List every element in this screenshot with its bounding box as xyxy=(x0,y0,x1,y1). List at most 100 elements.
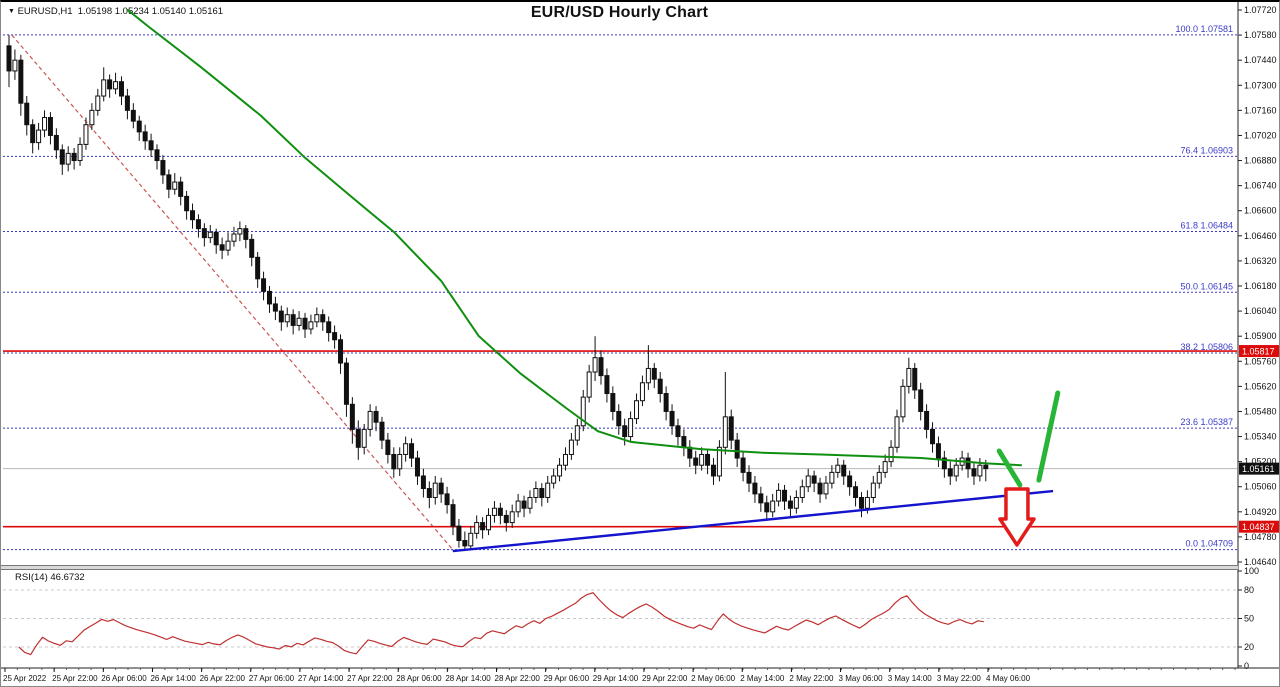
bull-candle-body xyxy=(568,439,574,455)
bear-candle-body xyxy=(497,507,503,516)
bull-candle-body xyxy=(716,446,722,477)
bear-candle-body xyxy=(255,256,261,280)
price-axis-label: 1.07160 xyxy=(1244,105,1277,115)
price-axis-label: 1.06740 xyxy=(1244,181,1277,191)
bear-candle-body xyxy=(941,457,947,470)
bear-candle-body xyxy=(47,117,53,136)
candlestick-series xyxy=(6,34,989,550)
bear-candle-body xyxy=(213,231,219,246)
bear-candle-body xyxy=(669,410,675,427)
time-axis-label: 28 Apr 22:00 xyxy=(495,674,541,683)
bear-candle-body xyxy=(918,389,924,412)
symbol-dropdown-icon[interactable]: ▼ xyxy=(8,8,15,15)
support-trendline xyxy=(452,489,1054,553)
support-price-badge-bg xyxy=(1239,520,1279,533)
bear-candle-body xyxy=(338,339,344,364)
bull-candle-body xyxy=(900,385,906,418)
rsi-panel: 100 80 50 20 0 xyxy=(1,566,1279,671)
bull-candle-body xyxy=(101,79,107,97)
bear-candle-body xyxy=(539,488,545,498)
bull-candle-body xyxy=(296,317,302,326)
current-price-badge-bg xyxy=(1239,462,1279,475)
time-axis-label: 26 Apr 06:00 xyxy=(101,674,147,683)
bear-candle-body xyxy=(740,457,746,473)
bull-candle-body xyxy=(403,443,409,455)
bear-candle-body xyxy=(166,174,172,190)
time-axis-label: 26 Apr 14:00 xyxy=(150,674,196,683)
current-price-badge: 1.05161 xyxy=(1239,462,1279,475)
time-axis-label: 2 May 06:00 xyxy=(691,674,736,683)
bull-candle-body xyxy=(562,453,568,466)
bear-candle-body xyxy=(184,195,190,212)
bull-candle-body xyxy=(829,471,835,484)
bear-candle-body xyxy=(391,453,397,470)
bear-candle-body xyxy=(243,228,249,240)
bull-candle-body xyxy=(474,522,480,534)
bear-candle-body xyxy=(752,482,758,495)
bull-candle-body xyxy=(870,482,876,498)
symbol-label: EURUSD,H1 xyxy=(17,6,73,17)
time-axis-label: 26 Apr 22:00 xyxy=(200,674,246,683)
bear-candle-body xyxy=(53,134,59,151)
time-axis-label: 4 May 06:00 xyxy=(986,674,1031,683)
bear-candle-body xyxy=(373,410,379,423)
bear-candle-body xyxy=(18,59,24,104)
price-axis-label: 1.05340 xyxy=(1244,432,1277,442)
fib-level-label: 76.4 1.06903 xyxy=(1180,145,1233,155)
bear-candle-body xyxy=(124,95,130,111)
bear-candle-body xyxy=(758,493,764,504)
bull-candle-body xyxy=(509,511,515,524)
bull-candle-body xyxy=(237,228,243,235)
bear-candle-body xyxy=(503,514,509,524)
resistance-price-badge-bg xyxy=(1239,345,1279,358)
bear-candle-body xyxy=(947,468,953,477)
rsi-axis-label: 0 xyxy=(1244,661,1249,671)
bull-candle-body xyxy=(42,117,48,131)
fib-level-label: 100.0 1.07581 xyxy=(1175,24,1233,34)
bull-candle-body xyxy=(113,81,119,90)
bear-candle-body xyxy=(983,464,989,470)
bull-candle-body xyxy=(468,532,474,547)
bear-candle-body xyxy=(438,482,444,495)
horizontal-price-lines xyxy=(3,350,1237,528)
price-axis-label: 1.06180 xyxy=(1244,281,1277,291)
bear-candle-body xyxy=(693,457,699,466)
bear-candle-body xyxy=(444,493,450,506)
bear-candle-body xyxy=(965,457,971,470)
rsi-indicator-label: RSI(14) 46.6732 xyxy=(15,572,85,583)
time-axis-label: 29 Apr 14:00 xyxy=(593,674,639,683)
bear-candle-body xyxy=(734,439,740,459)
bear-candle-body xyxy=(663,393,669,412)
bull-candle-body xyxy=(776,489,782,502)
bull-candle-body xyxy=(722,416,728,448)
bull-candle-body xyxy=(527,496,533,509)
rsi-axis-label: 100 xyxy=(1244,566,1259,576)
bear-candle-body xyxy=(343,362,349,405)
bear-candle-body xyxy=(616,410,622,427)
bear-candle-body xyxy=(379,421,385,441)
fib-level-label: 50.0 1.06145 xyxy=(1180,281,1233,291)
time-axis-label: 27 Apr 14:00 xyxy=(298,674,344,683)
time-axis-label: 25 Apr 2022 xyxy=(3,674,47,683)
bear-candle-body xyxy=(462,539,468,547)
resistance-price-badge: 1.05817 xyxy=(1239,345,1279,358)
fib-level-label: 38.2 1.05806 xyxy=(1180,342,1233,352)
price-axis-label: 1.06040 xyxy=(1244,306,1277,316)
bull-candle-body xyxy=(876,471,882,484)
bull-candle-body xyxy=(639,382,645,402)
fib-level-label: 23.6 1.05387 xyxy=(1180,417,1233,427)
bull-candle-body xyxy=(574,425,580,441)
bull-candle-body xyxy=(953,464,959,477)
bear-candle-body xyxy=(332,332,338,341)
price-axis-label: 1.05060 xyxy=(1244,482,1277,492)
price-axis-label: 1.07720 xyxy=(1244,5,1277,15)
symbol-quote-bar: ▼ EURUSD,H1 1.05198 1.05234 1.05140 1.05… xyxy=(8,6,223,17)
price-axis-label: 1.05760 xyxy=(1244,356,1277,366)
bull-candle-body xyxy=(65,152,71,165)
bull-candle-body xyxy=(533,488,539,498)
bear-candle-body xyxy=(705,453,711,466)
rsi-axis-label: 50 xyxy=(1244,614,1254,624)
bear-candle-body xyxy=(326,321,332,334)
time-axis-label: 25 Apr 22:00 xyxy=(52,674,98,683)
